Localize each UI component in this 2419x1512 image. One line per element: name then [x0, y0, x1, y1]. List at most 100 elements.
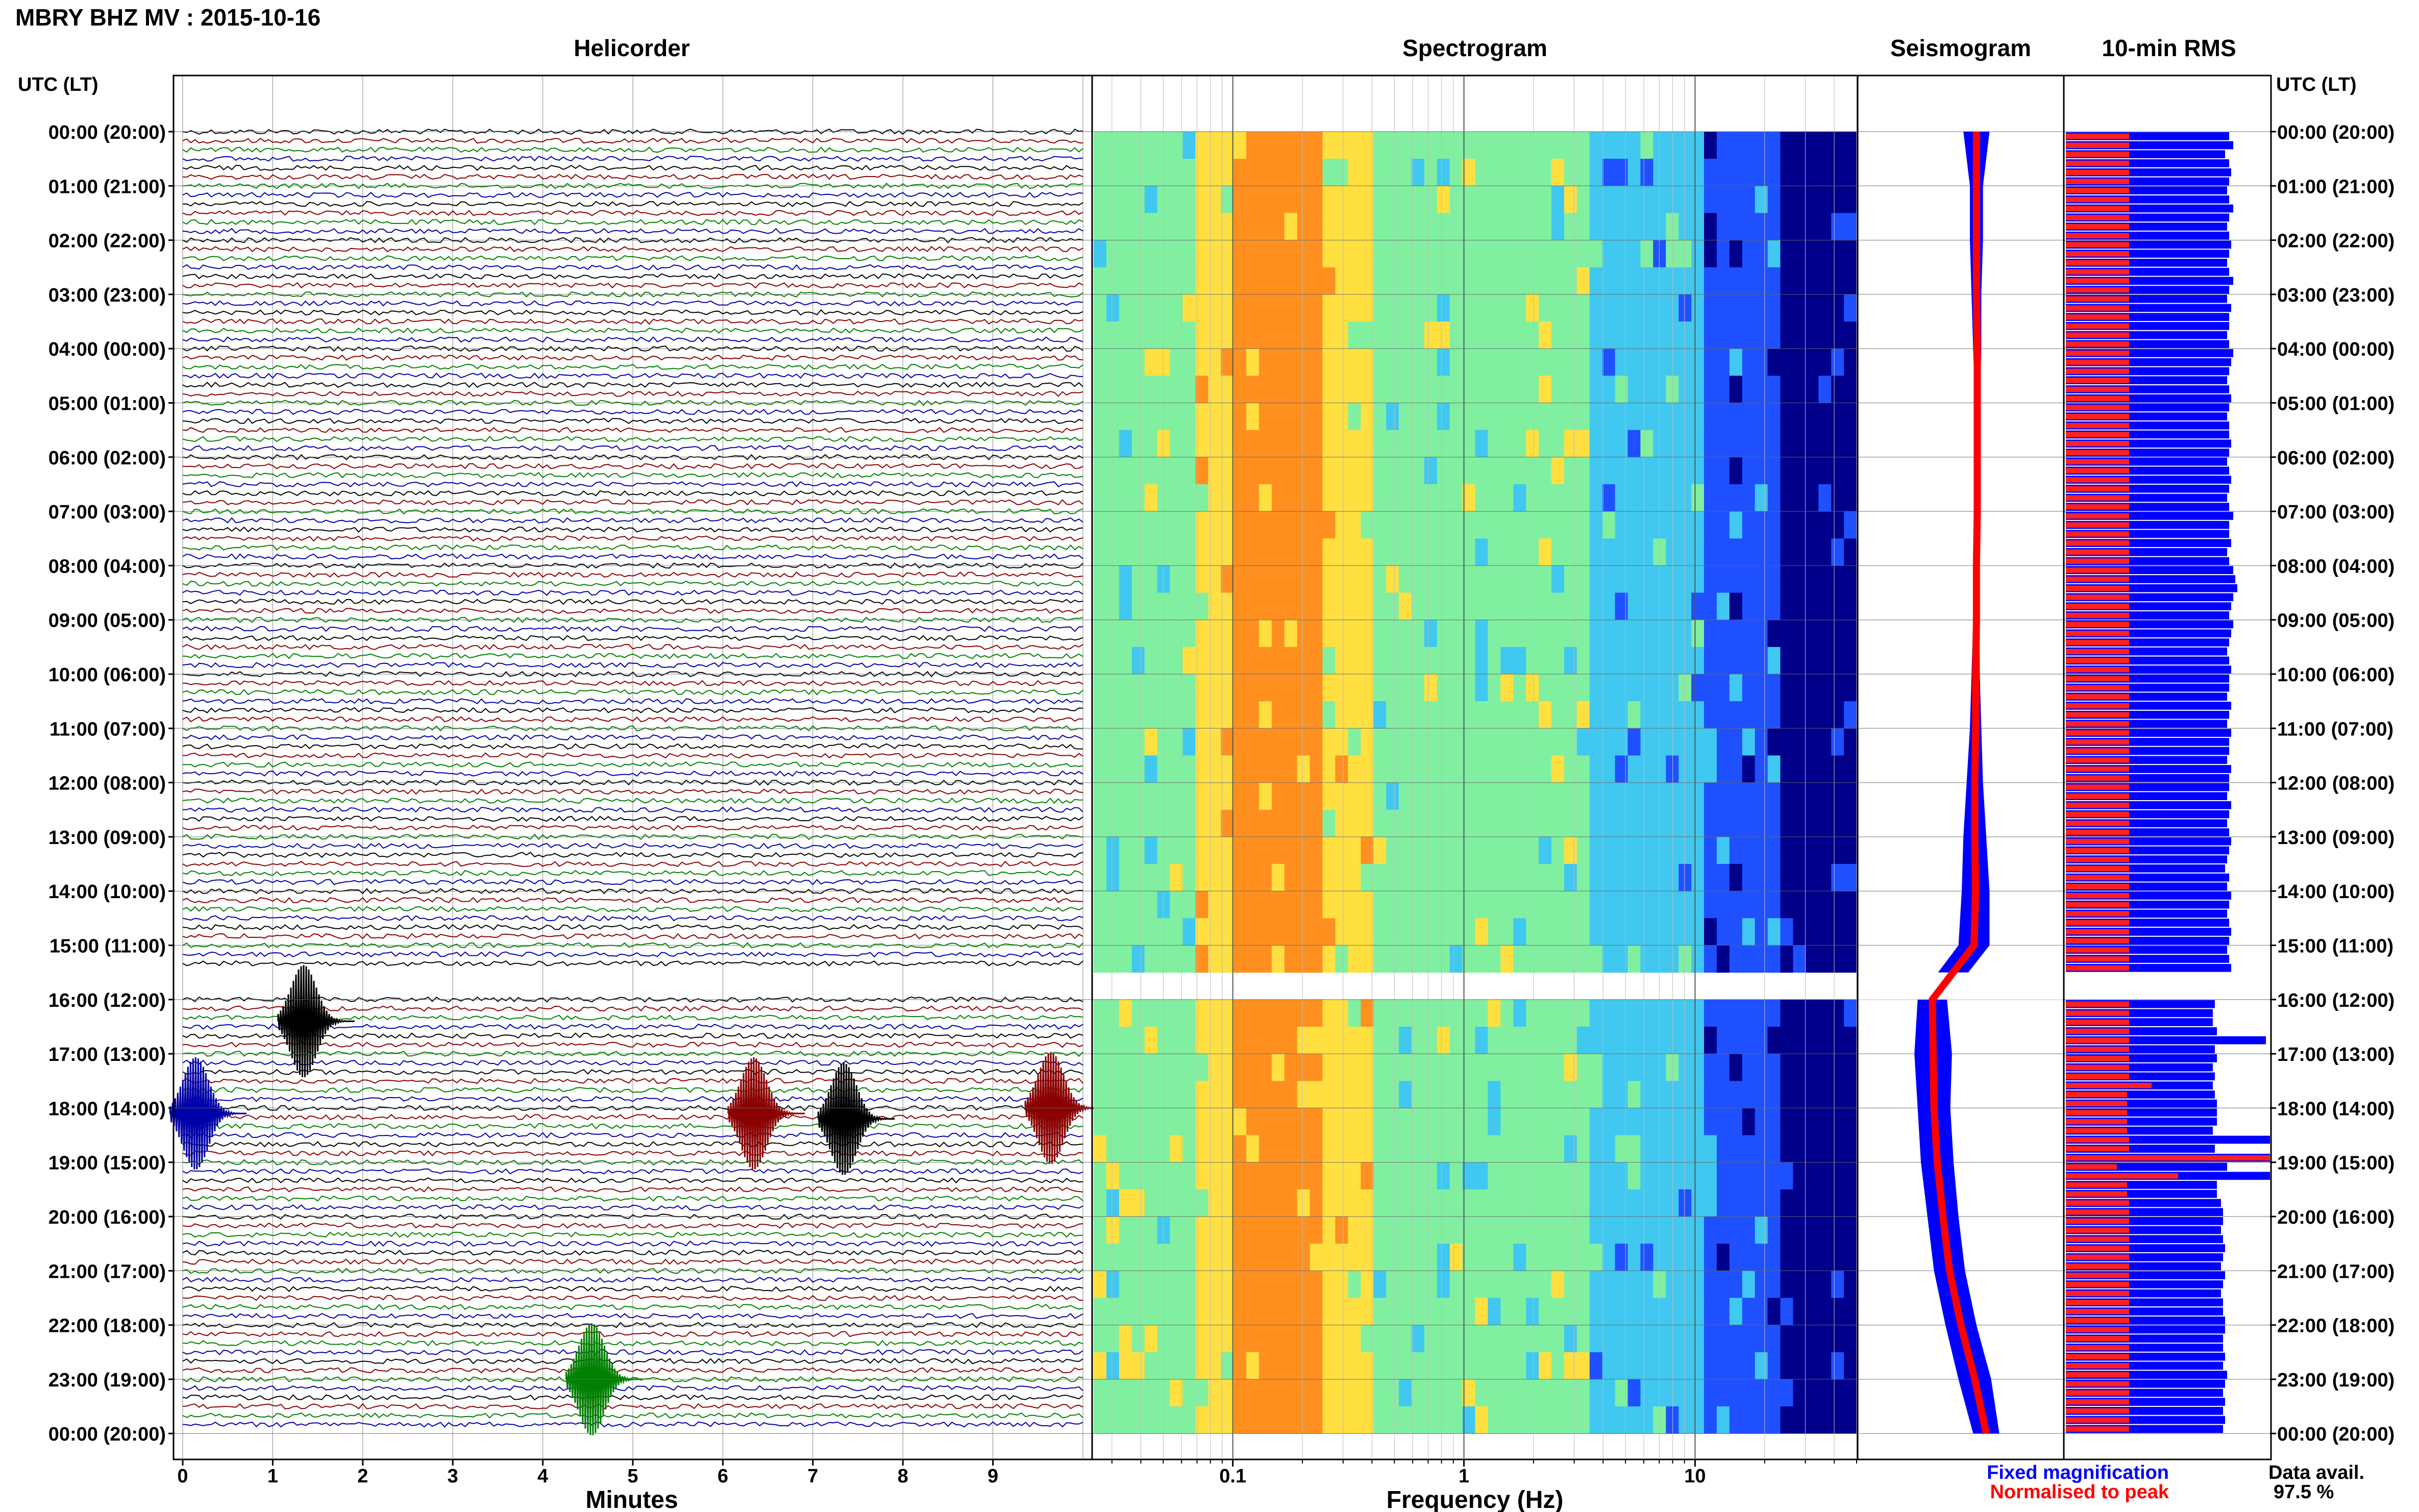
spectrogram-cell	[1310, 592, 1323, 621]
spectrogram-cell	[1195, 1298, 1208, 1325]
spectrogram-cell	[1246, 674, 1260, 702]
spectrogram-cell	[1297, 1217, 1311, 1244]
spectrogram-cell	[1755, 294, 1768, 322]
spectrogram-cell	[1424, 1352, 1438, 1380]
rms-normalised-bar	[2066, 1191, 2127, 1197]
spectrogram-cell	[1208, 701, 1221, 729]
spectrogram-cell	[1348, 755, 1361, 783]
spectrogram-cell	[1691, 267, 1705, 295]
spectrogram-cell	[1818, 403, 1832, 431]
spectrogram-cell	[1488, 294, 1501, 322]
spectrogram-cell	[1310, 511, 1323, 539]
spectrogram-cell	[1386, 592, 1399, 621]
spectrogram-cell	[1551, 809, 1565, 837]
spectrogram-cell	[1729, 1325, 1743, 1353]
spectrogram-cell	[1361, 186, 1374, 213]
spectrogram-cell	[1284, 1352, 1298, 1380]
spectrogram-cell	[1348, 321, 1361, 349]
helicorder-trace	[182, 1096, 1083, 1102]
seismogram-normalised-trace	[1929, 132, 1990, 1434]
spectrogram-cell	[1640, 674, 1653, 702]
spectrogram-cell	[1399, 511, 1412, 539]
spectrogram-cell	[1602, 1352, 1616, 1380]
spectrogram-cell	[1386, 1325, 1399, 1353]
spectrogram-cell	[1767, 294, 1781, 322]
spectrogram-cell	[1386, 159, 1399, 186]
spectrogram-cell	[1640, 349, 1653, 376]
spectrogram-cell	[1195, 918, 1208, 946]
spectrogram-cell	[1399, 864, 1412, 891]
spectrogram-cell	[1246, 403, 1260, 431]
helicorder-event	[277, 965, 355, 1077]
spectrogram-cell	[1221, 1298, 1234, 1325]
spectrogram-cell	[1602, 186, 1616, 213]
spectrogram-cell	[1742, 918, 1756, 946]
spectrogram-cell	[1729, 1162, 1743, 1190]
spectrogram-cell	[1844, 918, 1857, 946]
spectrogram-cell	[1284, 918, 1298, 946]
spectrogram-cell	[1704, 132, 1717, 159]
spectrogram-cell	[1386, 511, 1399, 539]
frequency-axis-label: Frequency (Hz)	[1387, 1486, 1564, 1512]
spectrogram-cell	[1806, 132, 1819, 159]
rms-normalised-bar	[2066, 133, 2129, 139]
spectrogram-cell	[1640, 1298, 1653, 1325]
spectrogram-cell	[1437, 1217, 1450, 1244]
spectrogram-cell	[1106, 321, 1120, 349]
spectrogram-cell	[1246, 1189, 1260, 1217]
spectrogram-cell	[1755, 864, 1768, 891]
spectrogram-cell	[1271, 511, 1285, 539]
spectrogram-cell	[1729, 619, 1743, 648]
rms-normalised-bar	[2066, 893, 2129, 899]
spectrogram-cell	[1742, 1189, 1756, 1217]
spectrogram-cell	[1271, 891, 1285, 919]
spectrogram-cell	[1564, 565, 1577, 593]
spectrogram-cell	[1144, 349, 1158, 376]
spectrogram-cell	[1513, 619, 1526, 648]
spectrogram-cell	[1424, 1081, 1438, 1108]
spectrogram-cell	[1526, 836, 1539, 864]
spectrogram-cell	[1437, 836, 1450, 864]
rms-normalised-bar	[2066, 305, 2129, 311]
spectrogram-cell	[1297, 1027, 1311, 1054]
spectrogram-cell	[1233, 484, 1247, 512]
spectrogram-cell	[1704, 349, 1717, 376]
spectrogram-cell	[1411, 891, 1425, 919]
spectrogram-cell	[1322, 132, 1336, 159]
spectrogram-cell	[1691, 1027, 1705, 1054]
spectrogram-cell	[1500, 511, 1514, 539]
data-availability-label: Data avail.	[2268, 1462, 2364, 1483]
spectrogram-cell	[1679, 267, 1692, 295]
spectrogram-cell	[1373, 755, 1387, 783]
spectrogram-cell	[1704, 1054, 1717, 1081]
spectrogram-cell	[1094, 1081, 1107, 1108]
spectrogram-cell	[1258, 186, 1272, 213]
spectrogram-cell	[1679, 186, 1692, 213]
spectrogram-cell	[1131, 1271, 1145, 1298]
spectrogram-cell	[1818, 674, 1832, 702]
spectrogram-cell	[1131, 457, 1145, 485]
spectrogram-cell	[1576, 945, 1590, 973]
spectrogram-cell	[1386, 1108, 1399, 1135]
spectrogram-cell	[1742, 267, 1756, 295]
spectrogram-cell	[1666, 836, 1679, 864]
spectrogram-cell	[1564, 592, 1577, 621]
helicorder-trace	[182, 336, 1083, 343]
spectrogram-cell	[1373, 565, 1387, 593]
spectrogram-cell	[1576, 267, 1590, 295]
spectrogram-cell	[1640, 945, 1653, 973]
spectrogram-cell	[1716, 891, 1730, 919]
spectrogram-cell	[1551, 891, 1565, 919]
spectrogram-cell	[1157, 836, 1171, 864]
spectrogram-cell	[1348, 945, 1361, 973]
spectrogram-cell	[1500, 321, 1514, 349]
spectrogram-cell	[1831, 999, 1844, 1027]
spectrogram-cell	[1182, 1271, 1196, 1298]
spectrogram-cell	[1539, 565, 1552, 593]
spectrogram-cell	[1297, 511, 1311, 539]
spectrogram-cell	[1348, 457, 1361, 485]
helicorder-trace	[182, 164, 1083, 171]
rms-normalised-bar	[2066, 1218, 2129, 1224]
spectrogram-cell	[1462, 809, 1476, 837]
helicorder-trace	[182, 797, 1083, 804]
